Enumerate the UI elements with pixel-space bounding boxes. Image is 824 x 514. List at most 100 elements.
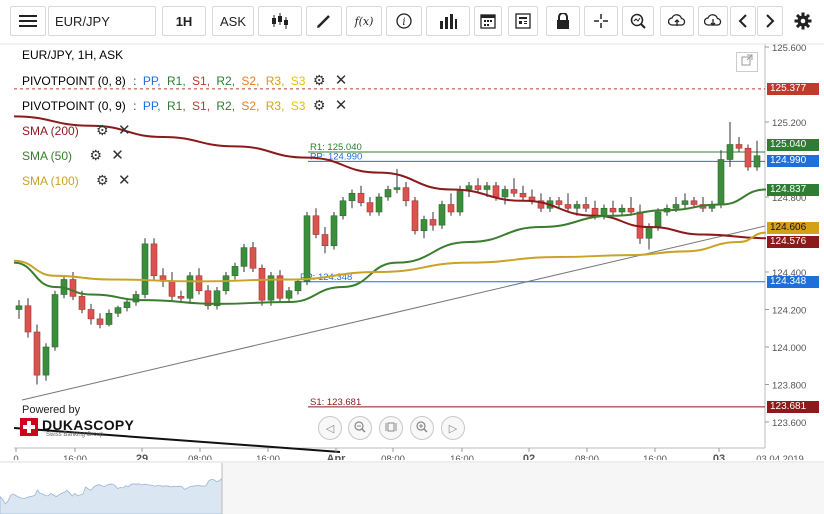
nav-next-button[interactable]: ▷	[441, 416, 465, 440]
candle	[726, 122, 734, 167]
zoom-in-icon	[416, 420, 428, 436]
download-button[interactable]	[698, 6, 728, 36]
candle-body	[753, 155, 761, 168]
symbol-select[interactable]: EUR/JPY	[48, 6, 156, 36]
candle-body	[195, 275, 203, 292]
candle	[582, 197, 590, 212]
indicators-button[interactable]: f(x)	[346, 6, 382, 36]
menu-button[interactable]	[10, 6, 46, 36]
sma-100-settings-icon[interactable]: ⚙	[96, 172, 109, 188]
volume-button[interactable]	[426, 6, 470, 36]
x-tick-label: 03.04.2019	[756, 454, 804, 465]
price-tag: 124.348	[767, 275, 819, 288]
side-select[interactable]: ASK	[212, 6, 254, 36]
pivot-1-close-icon[interactable]: ✕	[334, 72, 348, 89]
navigator[interactable]	[0, 460, 824, 514]
nav-prev-button[interactable]: ◁	[318, 416, 342, 440]
chevron-left-icon	[738, 14, 748, 28]
side-label: ASK	[219, 13, 246, 29]
candle	[105, 309, 113, 327]
grid	[0, 43, 824, 449]
candle	[411, 197, 419, 235]
lock-button[interactable]	[546, 6, 580, 36]
y-tick-label: 125.600	[772, 43, 806, 54]
chevron-right-icon	[765, 14, 775, 28]
candle-body	[609, 207, 617, 213]
sma-50-settings-icon[interactable]: ⚙	[89, 147, 102, 163]
upload-button[interactable]	[660, 6, 694, 36]
candle	[402, 182, 410, 207]
candle	[312, 208, 320, 239]
sma-50-close-icon[interactable]: ✕	[111, 147, 124, 164]
candle	[375, 193, 383, 216]
candle-body	[582, 204, 590, 209]
legend-sep: :	[133, 74, 137, 88]
pivot-1-settings-icon[interactable]: ⚙	[312, 72, 326, 88]
candle-body	[186, 275, 194, 299]
candle-body	[33, 331, 41, 376]
pivot-2-close-icon[interactable]: ✕	[334, 97, 348, 114]
candle-body	[627, 207, 635, 213]
candle-body	[519, 192, 527, 198]
candle-body	[141, 243, 149, 295]
candle	[681, 193, 689, 209]
zoom-out-icon	[354, 420, 366, 436]
candle-body	[726, 144, 734, 160]
candle-body	[366, 202, 374, 213]
candle-body	[123, 301, 131, 308]
x-tick-label: 16:00	[256, 454, 280, 465]
period-select[interactable]: 1H	[162, 6, 206, 36]
candle-body	[105, 312, 113, 325]
candle-body	[294, 281, 302, 292]
sma-100-close-icon[interactable]: ✕	[117, 172, 131, 189]
candle-body	[87, 309, 95, 320]
scroll-right-button[interactable]	[757, 6, 783, 36]
y-tick-label: 124.400	[772, 268, 806, 279]
zoom-in-button[interactable]	[410, 416, 434, 440]
candle	[510, 178, 518, 197]
cloud-download-icon	[704, 13, 722, 29]
candle-body	[474, 185, 482, 190]
chart-type-button[interactable]	[258, 6, 302, 36]
calendar-button[interactable]	[474, 6, 502, 36]
candle-body	[465, 185, 473, 190]
legend-r1: R1,	[166, 99, 186, 113]
pivot-2-settings-icon[interactable]: ⚙	[312, 97, 326, 113]
candle-body	[132, 294, 140, 303]
news-button[interactable]	[508, 6, 538, 36]
zoom-out-button[interactable]	[348, 416, 372, 440]
crosshair-button[interactable]	[584, 6, 618, 36]
swiss-cross-icon	[20, 418, 38, 436]
legend-s3: S3	[290, 74, 306, 88]
candle	[753, 140, 761, 171]
candle-body	[456, 189, 464, 213]
candles	[15, 122, 761, 385]
candle-body	[42, 346, 50, 376]
candle	[303, 212, 311, 286]
candle-body	[276, 275, 284, 299]
candle-body	[150, 243, 158, 277]
reset-view-button[interactable]	[379, 416, 403, 440]
scroll-left-button[interactable]	[730, 6, 756, 36]
candle-body	[240, 247, 248, 267]
fullscreen-button[interactable]	[736, 52, 758, 72]
dukascopy-logo: DUKASCOPY Swiss Banking Group	[20, 417, 134, 439]
candle-body	[69, 279, 77, 297]
triangle-left-icon: ◁	[325, 422, 335, 435]
logo-tagline: Swiss Banking Group	[46, 432, 104, 438]
price-tag: 123.681	[767, 400, 819, 413]
sma-line	[13, 188, 767, 305]
candle-body	[15, 305, 23, 310]
candle-body	[492, 185, 500, 198]
candle-body	[618, 207, 626, 213]
sma-200-close-icon[interactable]: ✕	[117, 122, 131, 139]
settings-button[interactable]	[788, 6, 818, 36]
candle	[168, 272, 176, 301]
candle-body	[555, 200, 563, 205]
draw-button[interactable]	[306, 6, 342, 36]
candle-body	[204, 290, 212, 307]
zoom-button[interactable]	[622, 6, 654, 36]
sma-200-settings-icon[interactable]: ⚙	[96, 122, 109, 138]
info-button[interactable]: i	[386, 6, 422, 36]
